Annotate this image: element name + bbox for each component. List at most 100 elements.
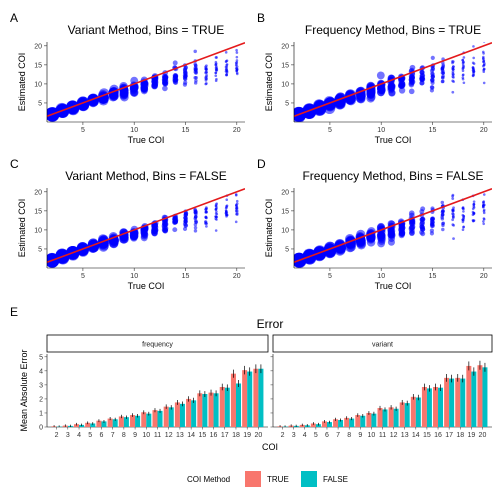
scatter-point (440, 200, 445, 205)
bar-true (130, 415, 136, 427)
scatter-point (429, 88, 434, 93)
y-axis-title: Estimated COI (264, 199, 274, 258)
bar-false (213, 393, 219, 427)
x-tick-label: 15 (182, 273, 190, 280)
scatter-point (235, 55, 239, 59)
x-tick-label: 3 (292, 432, 296, 439)
bar-true (388, 407, 394, 427)
scatter-point (398, 222, 405, 229)
plot-area (294, 42, 492, 122)
x-tick-label: 16 (210, 432, 218, 439)
scatter-point (214, 229, 218, 232)
scatter-point (225, 204, 229, 208)
scatter-point (98, 240, 109, 251)
panel-title: Variant Method, Bins = FALSE (65, 169, 227, 183)
scatter-point (204, 71, 207, 75)
bar-false (179, 403, 185, 427)
bar-true (377, 408, 383, 427)
scatter-point (451, 65, 455, 68)
scatter-point (482, 203, 485, 207)
x-tick-label: 15 (198, 432, 206, 439)
y-tick-label: 10 (281, 81, 289, 88)
scatter-point (408, 81, 415, 88)
scatter-point (215, 67, 219, 71)
x-tick-label: 15 (429, 273, 437, 280)
scatter-point (56, 105, 70, 118)
scatter-point (215, 56, 218, 59)
scatter-point (194, 66, 199, 71)
scatter-point (451, 197, 455, 201)
scatter-point (335, 96, 346, 108)
bar-false (371, 413, 377, 427)
x-tick-label: 17 (221, 432, 229, 439)
scatter-point (345, 242, 356, 253)
y-tick-label: 15 (34, 62, 42, 69)
bar-false (471, 371, 477, 427)
facet-strip (272, 334, 493, 353)
scatter-point (409, 230, 415, 236)
scatter-point (441, 79, 445, 84)
bar-true (186, 398, 192, 427)
x-tick-label: 20 (480, 127, 488, 134)
panel-title: Frequency Method, Bins = TRUE (305, 23, 481, 37)
bar-false (168, 407, 174, 427)
scatter-point (224, 206, 228, 210)
scatter-point (140, 234, 148, 242)
y-tick-label: 15 (281, 208, 289, 215)
bar-true (208, 392, 214, 427)
scatter-point (461, 76, 465, 79)
y-tick-label: 5 (285, 246, 289, 253)
x-tick-label: 12 (165, 432, 173, 439)
x-tick-label: 10 (130, 273, 138, 280)
scatter-point (451, 90, 455, 94)
bar-true (444, 377, 450, 427)
scatter-point (430, 71, 435, 76)
plot-area (47, 188, 245, 268)
scatter-point (204, 77, 208, 81)
scatter-point (461, 220, 465, 224)
scatter-point (451, 70, 455, 73)
bar-false (393, 408, 399, 427)
x-tick-label: 10 (377, 273, 385, 280)
scatter-point (214, 208, 218, 211)
scatter-point (225, 63, 228, 67)
scatter-point (215, 205, 218, 208)
scatter-point (451, 79, 455, 83)
scatter-point (225, 73, 229, 77)
bar-false (338, 419, 344, 427)
bar-false (235, 383, 242, 427)
scatter-point (397, 82, 405, 90)
scatter-point (162, 74, 168, 81)
scatter-point (462, 61, 465, 64)
plot-area (47, 42, 245, 122)
panel-title: Variant Method, Bins = TRUE (68, 23, 225, 37)
bar-true (321, 421, 327, 427)
facet-variant: variant 2 3 4 5 6 7 8 9 10 11 12 13 14 15 16 17 18 19 20 (270, 334, 493, 439)
scatter-point (214, 74, 218, 78)
bar-false (460, 378, 466, 427)
panel-letter: A (10, 11, 18, 25)
scatter-point (430, 206, 435, 211)
x-tick-label: 20 (233, 127, 241, 134)
bar-true (96, 420, 102, 427)
bar-false (415, 397, 421, 427)
bar-true (421, 386, 427, 427)
x-tick-label: 5 (314, 432, 318, 439)
x-tick-label: 5 (88, 432, 92, 439)
scatter-point (482, 200, 486, 203)
scatter-point (409, 74, 415, 80)
bar-false (202, 394, 208, 427)
scatter-point (376, 71, 385, 80)
scatter-point (482, 220, 485, 223)
scatter-point (440, 215, 444, 219)
scatter-point (441, 63, 446, 67)
scatter-point (182, 82, 188, 87)
x-tick-label: 7 (111, 432, 115, 439)
scatter-point (234, 220, 238, 224)
y-axis-title: Mean Absolute Error (19, 349, 29, 431)
scatter-point (462, 81, 466, 85)
y-tick-label: 10 (34, 227, 42, 234)
legend-title: COI Method (187, 475, 230, 484)
panel-letter: B (257, 11, 265, 25)
